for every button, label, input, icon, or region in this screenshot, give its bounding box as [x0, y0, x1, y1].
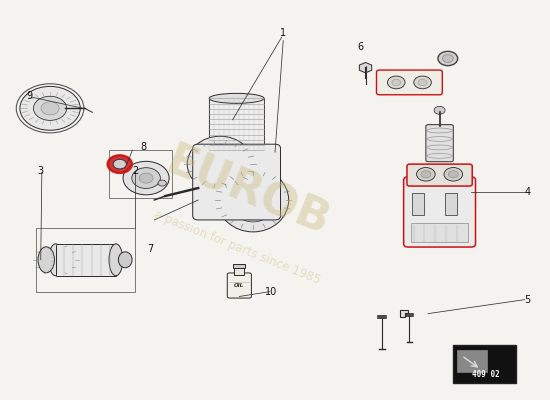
Text: 3: 3 — [37, 166, 43, 176]
Bar — [445, 193, 457, 215]
Circle shape — [41, 102, 59, 115]
Bar — [457, 350, 487, 372]
Text: 5: 5 — [524, 295, 531, 305]
Bar — [109, 150, 172, 198]
Text: 4: 4 — [524, 187, 530, 197]
Polygon shape — [359, 62, 372, 73]
Text: 9: 9 — [26, 90, 32, 100]
Polygon shape — [399, 310, 408, 317]
Ellipse shape — [118, 252, 132, 268]
Ellipse shape — [217, 168, 289, 232]
Text: 7: 7 — [147, 244, 153, 254]
Ellipse shape — [49, 244, 62, 276]
Circle shape — [20, 86, 80, 130]
Ellipse shape — [209, 145, 264, 155]
Bar — [412, 193, 424, 215]
Text: 409 02: 409 02 — [472, 370, 499, 379]
Circle shape — [438, 51, 458, 66]
Text: a passion for parts since 1985: a passion for parts since 1985 — [152, 208, 322, 287]
Text: 8: 8 — [140, 142, 146, 152]
FancyBboxPatch shape — [192, 144, 280, 220]
Circle shape — [418, 79, 427, 86]
Circle shape — [392, 79, 400, 86]
Bar — [453, 346, 516, 383]
Circle shape — [139, 173, 153, 183]
Circle shape — [123, 161, 169, 195]
Text: 1: 1 — [280, 28, 287, 38]
FancyBboxPatch shape — [426, 125, 453, 162]
Circle shape — [444, 168, 463, 181]
Text: EUROB: EUROB — [160, 140, 336, 244]
Bar — [234, 268, 244, 274]
Circle shape — [387, 76, 405, 89]
Ellipse shape — [187, 136, 253, 192]
Text: OIL: OIL — [234, 283, 244, 288]
Circle shape — [108, 155, 132, 173]
Circle shape — [448, 171, 458, 178]
Ellipse shape — [230, 178, 276, 222]
Circle shape — [442, 54, 453, 62]
Bar — [56, 244, 116, 276]
Circle shape — [113, 159, 127, 169]
Circle shape — [434, 106, 445, 114]
FancyBboxPatch shape — [404, 177, 476, 247]
FancyBboxPatch shape — [377, 70, 442, 95]
FancyBboxPatch shape — [407, 164, 472, 186]
Ellipse shape — [209, 93, 264, 103]
Bar — [36, 228, 135, 292]
Text: 6: 6 — [357, 42, 363, 52]
Ellipse shape — [109, 244, 123, 276]
Circle shape — [414, 76, 431, 89]
Text: 2: 2 — [132, 166, 138, 176]
Bar — [411, 223, 469, 242]
FancyBboxPatch shape — [227, 273, 251, 298]
Circle shape — [421, 171, 431, 178]
Circle shape — [158, 180, 166, 186]
Text: 10: 10 — [265, 287, 277, 297]
Circle shape — [34, 96, 67, 120]
Circle shape — [132, 168, 161, 188]
Bar — [209, 98, 264, 150]
Ellipse shape — [38, 247, 54, 273]
Ellipse shape — [198, 144, 242, 184]
Bar — [233, 264, 245, 268]
Circle shape — [416, 168, 435, 181]
